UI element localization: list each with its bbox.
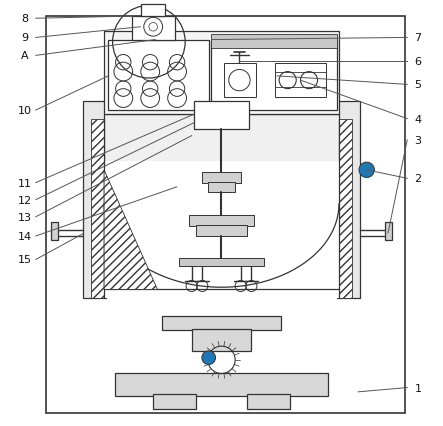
- Bar: [153, 394, 196, 409]
- Bar: [179, 259, 264, 266]
- Text: 11: 11: [18, 178, 32, 188]
- Text: 4: 4: [414, 114, 421, 124]
- Text: 9: 9: [22, 33, 29, 43]
- Text: 15: 15: [18, 255, 32, 265]
- Text: 1: 1: [414, 383, 421, 393]
- Text: 7: 7: [414, 33, 421, 43]
- Polygon shape: [104, 170, 157, 290]
- Text: 2: 2: [414, 174, 421, 184]
- Bar: [208, 182, 235, 193]
- Bar: [202, 173, 241, 183]
- Text: A: A: [21, 51, 29, 61]
- Bar: [162, 317, 281, 330]
- Bar: [104, 115, 339, 170]
- Bar: [109, 40, 209, 111]
- Bar: [51, 223, 58, 241]
- Bar: [104, 162, 339, 298]
- Bar: [275, 64, 326, 98]
- Bar: [190, 216, 253, 227]
- Bar: [192, 329, 251, 351]
- Bar: [247, 394, 290, 409]
- Bar: [132, 17, 175, 40]
- Circle shape: [359, 163, 374, 178]
- Text: 3: 3: [414, 135, 421, 146]
- Bar: [211, 35, 337, 49]
- Text: 12: 12: [18, 195, 32, 205]
- Bar: [385, 223, 392, 241]
- Polygon shape: [91, 119, 104, 298]
- Bar: [224, 64, 256, 98]
- Bar: [83, 102, 106, 298]
- Bar: [196, 226, 247, 236]
- Text: 6: 6: [414, 57, 421, 67]
- Bar: [194, 102, 249, 130]
- Bar: [211, 40, 337, 111]
- Text: 14: 14: [18, 231, 32, 242]
- Text: 10: 10: [18, 106, 32, 116]
- Bar: [47, 17, 405, 413]
- Polygon shape: [339, 119, 352, 298]
- Bar: [337, 102, 360, 298]
- Bar: [141, 5, 165, 17]
- Text: 13: 13: [18, 212, 32, 222]
- Bar: [104, 32, 339, 115]
- Bar: [115, 373, 328, 396]
- Text: 5: 5: [414, 80, 421, 90]
- Circle shape: [202, 351, 216, 365]
- Text: 8: 8: [22, 14, 29, 24]
